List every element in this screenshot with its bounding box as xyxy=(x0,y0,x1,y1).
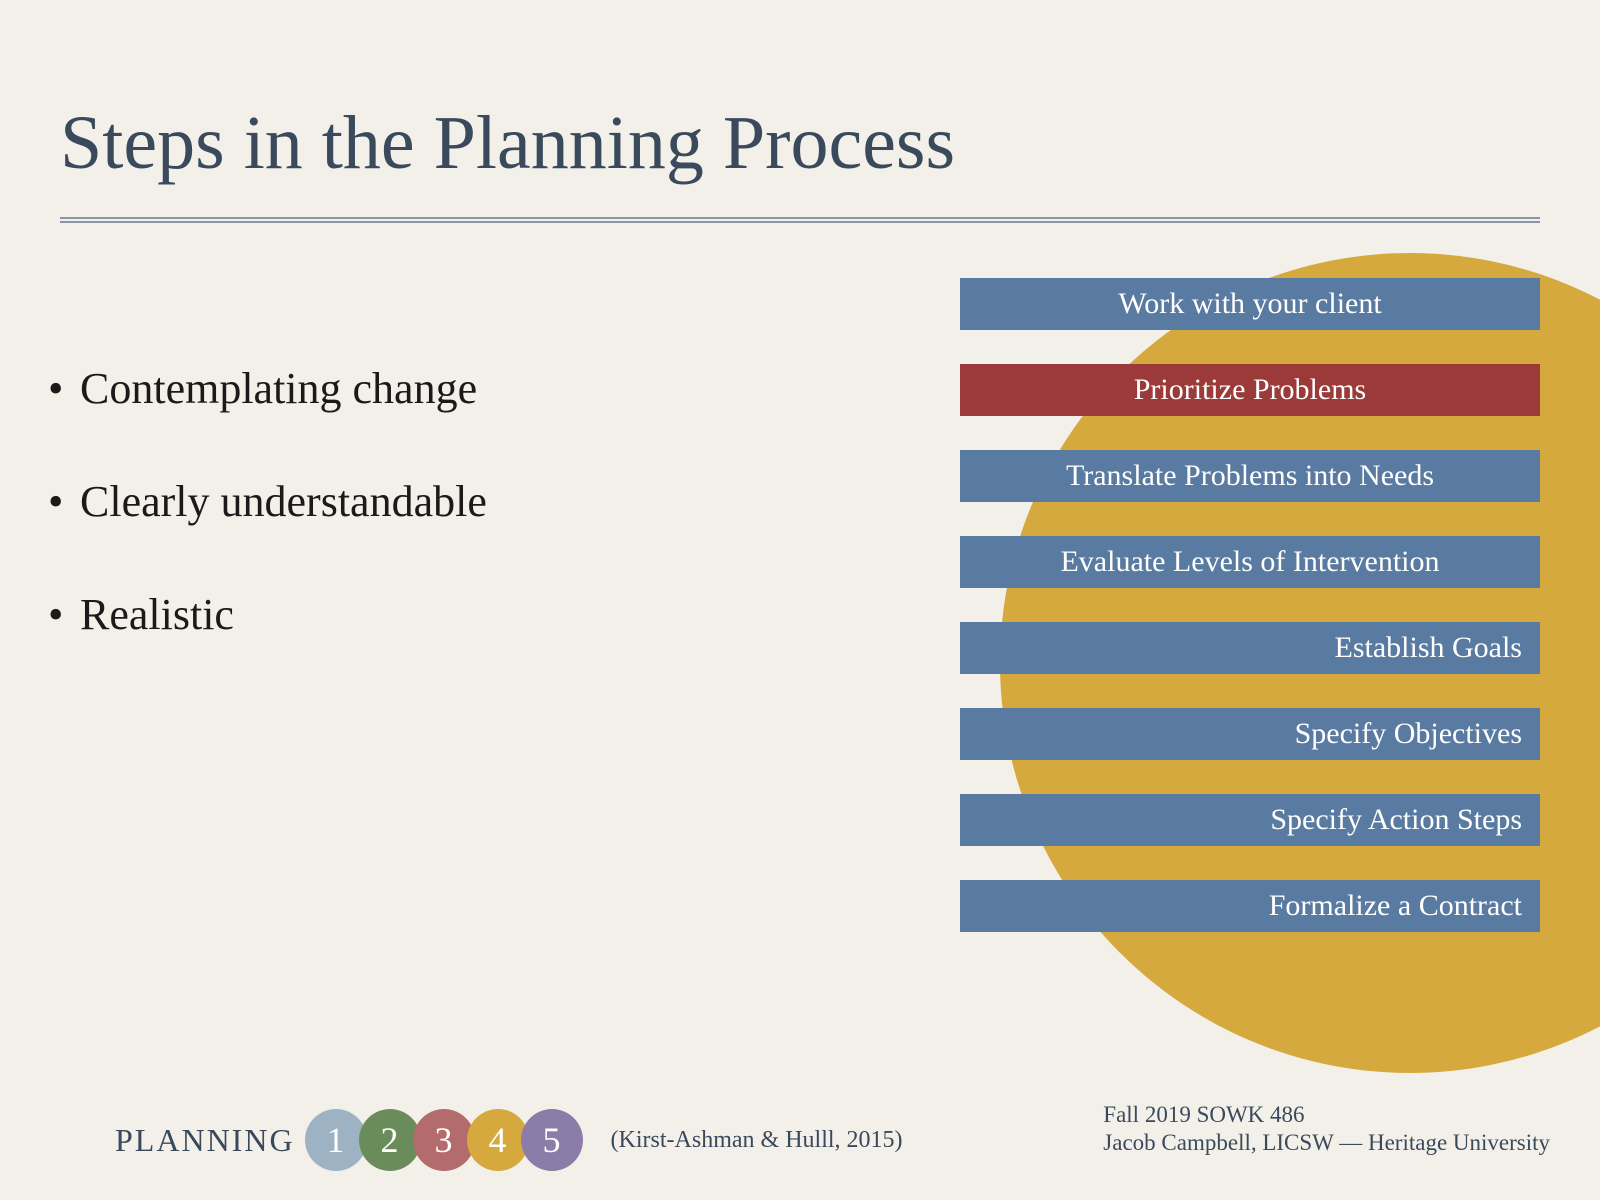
step-bar: Translate Problems into Needs xyxy=(960,450,1540,502)
course-label: Fall 2019 SOWK 486 xyxy=(1103,1101,1550,1130)
content-area: Contemplating change Clearly understanda… xyxy=(0,273,1600,1033)
bullet-list: Contemplating change Clearly understanda… xyxy=(40,363,760,702)
step-bar: Prioritize Problems xyxy=(960,364,1540,416)
step-bar: Evaluate Levels of Intervention xyxy=(960,536,1540,588)
num-circle: 4 xyxy=(467,1109,529,1171)
number-circles: 1 2 3 4 5 xyxy=(313,1109,583,1171)
author-label: Jacob Campbell, LICSW — Heritage Univers… xyxy=(1103,1129,1550,1158)
title-underline xyxy=(60,217,1540,223)
step-bar: Work with your client xyxy=(960,278,1540,330)
bullet-item: Realistic xyxy=(40,589,760,640)
planning-label: PLANNING xyxy=(115,1122,295,1159)
num-circle: 3 xyxy=(413,1109,475,1171)
slide-title: Steps in the Planning Process xyxy=(0,0,1600,217)
num-circle: 5 xyxy=(521,1109,583,1171)
step-bar: Specify Action Steps xyxy=(960,794,1540,846)
bullet-item: Contemplating change xyxy=(40,363,760,414)
step-bar: Formalize a Contract xyxy=(960,880,1540,932)
step-bar: Specify Objectives xyxy=(960,708,1540,760)
num-circle: 1 xyxy=(305,1109,367,1171)
footer-right: Fall 2019 SOWK 486 Jacob Campbell, LICSW… xyxy=(1103,1101,1550,1159)
num-circle: 2 xyxy=(359,1109,421,1171)
bullet-item: Clearly understandable xyxy=(40,476,760,527)
footer: PLANNING 1 2 3 4 5 (Kirst-Ashman & Hulll… xyxy=(0,1100,1600,1180)
steps-column: Work with your client Prioritize Problem… xyxy=(960,278,1540,966)
citation: (Kirst-Ashman & Hulll, 2015) xyxy=(611,1125,903,1155)
step-bar: Establish Goals xyxy=(960,622,1540,674)
